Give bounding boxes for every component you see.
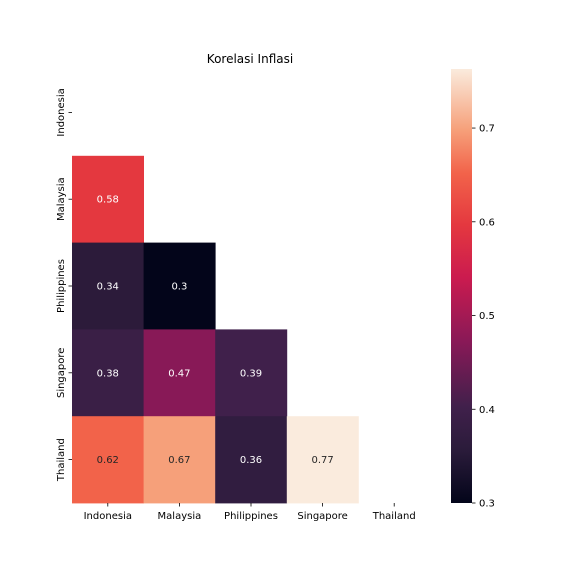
colorbar-tick-label: 0.5 [479,311,495,322]
colorbar-tick-label: 0.4 [479,405,495,416]
y-tick-label: Thailand [56,438,67,482]
heatmap-cell [143,416,216,504]
heatmap-cell [143,329,216,417]
heatmap-cell [72,155,144,243]
heatmap-cell [215,416,288,504]
cell-value-label: 0.34 [97,282,119,293]
heatmap-cell [286,416,359,504]
heatmap-cells: 0.58 0.34 0.3 0.38 0.47 0.39 0.62 0.67 0.36 0.77 [72,155,359,504]
colorbar-tick-label: 0.7 [479,124,495,135]
heatmap-cell [72,416,144,504]
heatmap-cell [72,329,144,417]
y-tick-label: Malaysia [56,177,67,221]
cell-value-label: 0.67 [168,455,190,466]
cell-value-label: 0.62 [97,455,119,466]
colorbar-tick-label: 0.6 [479,217,495,228]
heatmap-cell [143,242,216,330]
cell-value-label: 0.77 [311,455,333,466]
y-tick-label: Singapore [56,348,67,398]
heatmap-cell [72,242,144,330]
x-tick-label: Thailand [372,511,416,522]
cell-value-label: 0.36 [240,455,262,466]
cell-value-label: 0.3 [171,282,187,293]
colorbar-ticks: 0.3 0.4 0.5 0.6 0.7 [472,124,495,510]
colorbar [451,69,472,503]
x-axis-ticks: Indonesia Malaysia Philippines Singapore Tha… [84,503,416,522]
chart-title: Korelasi Inflasi [207,52,293,66]
y-tick-label: Indonesia [56,88,67,136]
x-tick-label: Indonesia [84,511,132,522]
x-tick-label: Singapore [297,511,347,522]
y-axis-ticks: Indonesia Malaysia Philippines Singapore Tha… [56,88,72,482]
x-tick-label: Philippines [224,511,278,522]
y-tick-label: Philippines [56,259,67,313]
x-tick-label: Malaysia [158,511,202,522]
heatmap-cell [215,329,288,417]
cell-value-label: 0.38 [97,368,119,379]
cell-value-label: 0.39 [240,368,262,379]
cell-value-label: 0.47 [168,368,190,379]
cell-value-label: 0.58 [97,195,119,206]
colorbar-tick-label: 0.3 [479,499,495,510]
